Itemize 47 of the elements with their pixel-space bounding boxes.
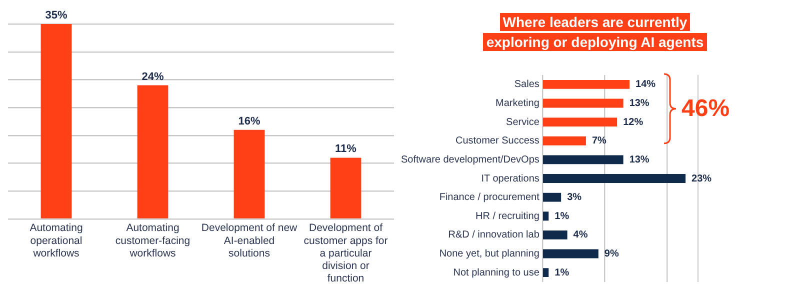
data-label: 14% [636,79,656,90]
data-label: 13% [629,154,650,166]
bar [40,24,72,218]
y-tick-label: Not planning to use [453,267,540,278]
data-label: 9% [604,248,619,260]
bar [543,268,549,278]
bar [543,192,562,202]
y-tick-label: Customer Success [455,136,540,147]
data-label: 4% [573,230,588,241]
bar [543,136,586,146]
data-label: 11% [335,143,357,156]
data-label: 13% [629,98,650,109]
x-tick-label: Development of new AI-enabled solutions [201,222,298,260]
y-tick-label: HR / recruiting [475,210,540,222]
y-tick-label: R&D / innovation lab [448,230,540,241]
y-tick-label: Service [506,116,540,128]
x-tick-label: Automating operational workflows [30,222,83,260]
data-label: 16% [238,115,260,128]
chart-title: Where leaders are currently exploring or deploying AI agents [483,13,707,51]
bar [137,85,168,218]
data-label: 3% [567,192,582,204]
bar [543,98,624,108]
bar [543,155,624,164]
data-label: 1% [554,210,570,222]
data-label: 1% [554,267,570,278]
bar [543,230,568,240]
y-tick-label: Marketing [495,98,540,109]
y-tick-label: Software development/DevOps [400,154,540,166]
data-label: 23% [692,173,712,184]
bar [543,118,618,127]
annotation: 46% [682,94,730,123]
bar [330,158,362,218]
y-tick-label: IT operations [481,173,540,184]
x-tick-label: Development of customer apps for a particular division or function [304,222,388,285]
bar [543,249,598,258]
data-label: 24% [142,70,164,83]
bar [543,174,686,183]
x-tick-label: Automating customer-facing workflows [115,222,190,260]
data-label: 7% [592,136,607,147]
bar [543,80,630,89]
y-tick-label: None yet, but planning [439,248,540,260]
bar [543,212,549,221]
data-label: 35% [45,10,68,22]
y-tick-label: Finance / procurement [439,192,540,204]
y-tick-label: Sales [514,79,540,90]
data-label: 12% [623,116,644,128]
bar [234,130,265,218]
